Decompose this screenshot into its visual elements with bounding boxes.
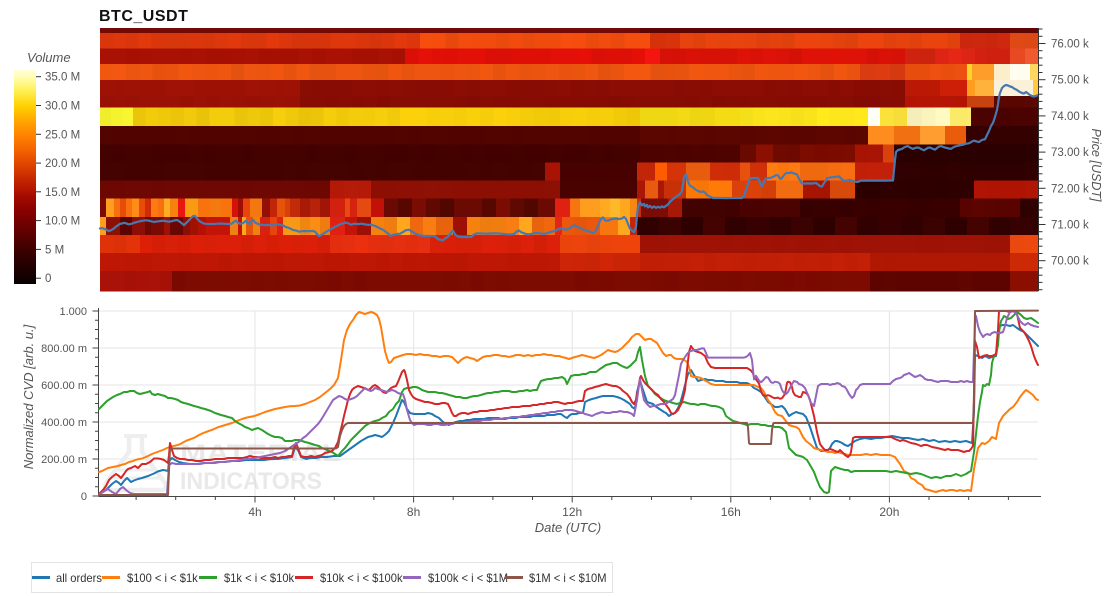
svg-text:76.00 k: 76.00 k: [1051, 39, 1089, 51]
svg-text:25.0 M: 25.0 M: [45, 129, 80, 141]
svg-text:73.00 k: 73.00 k: [1051, 147, 1089, 159]
svg-text:10.0 M: 10.0 M: [45, 216, 80, 228]
svg-text:0: 0: [81, 491, 87, 503]
svg-text:75.00 k: 75.00 k: [1051, 75, 1089, 87]
svg-text:72.00 k: 72.00 k: [1051, 183, 1089, 195]
svg-text:16h: 16h: [721, 505, 741, 519]
svg-text:600.00 m: 600.00 m: [41, 380, 87, 392]
svg-text:20.0 M: 20.0 M: [45, 158, 80, 170]
svg-text:15.0 M: 15.0 M: [45, 187, 80, 199]
svg-text:0: 0: [45, 273, 51, 285]
svg-text:Date (UTC): Date (UTC): [535, 520, 601, 535]
svg-text:400.00 m: 400.00 m: [41, 417, 87, 429]
svg-text:71.00 k: 71.00 k: [1051, 220, 1089, 232]
svg-text:12h: 12h: [562, 505, 582, 519]
svg-text:Normalized CVD [arb. u.]: Normalized CVD [arb. u.]: [21, 324, 36, 469]
svg-text:30.0 M: 30.0 M: [45, 101, 80, 113]
svg-text:1.000: 1.000: [59, 306, 87, 318]
svg-text:4h: 4h: [248, 505, 261, 519]
svg-text:5 M: 5 M: [45, 244, 64, 256]
svg-text:Price [USDT]: Price [USDT]: [1089, 129, 1103, 202]
svg-text:Volume: Volume: [27, 50, 71, 65]
svg-text:800.00 m: 800.00 m: [41, 343, 87, 355]
svg-text:200.00 m: 200.00 m: [41, 454, 87, 466]
svg-text:35.0 M: 35.0 M: [45, 72, 80, 84]
svg-text:20h: 20h: [879, 505, 899, 519]
svg-text:INDICATORS: INDICATORS: [180, 468, 322, 495]
svg-text:8h: 8h: [407, 505, 420, 519]
svg-text:74.00 k: 74.00 k: [1051, 111, 1089, 123]
svg-text:70.00 k: 70.00 k: [1051, 256, 1089, 268]
